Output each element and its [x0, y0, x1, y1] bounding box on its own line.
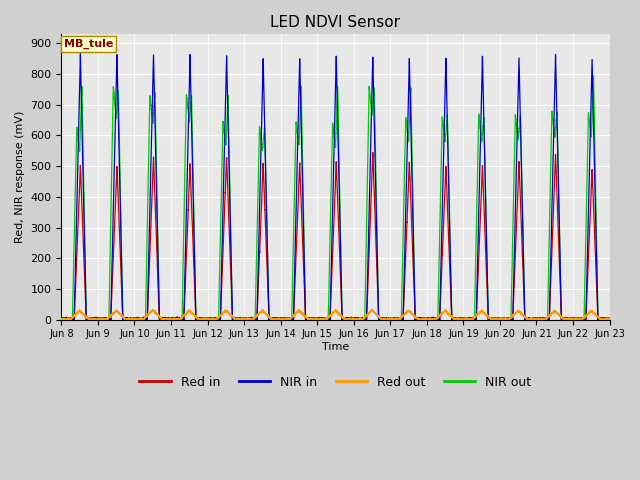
Legend: Red in, NIR in, Red out, NIR out: Red in, NIR in, Red out, NIR out	[134, 371, 536, 394]
Text: MB_tule: MB_tule	[64, 39, 113, 49]
X-axis label: Time: Time	[322, 342, 349, 352]
Y-axis label: Red, NIR response (mV): Red, NIR response (mV)	[15, 111, 25, 243]
Title: LED NDVI Sensor: LED NDVI Sensor	[271, 15, 401, 30]
